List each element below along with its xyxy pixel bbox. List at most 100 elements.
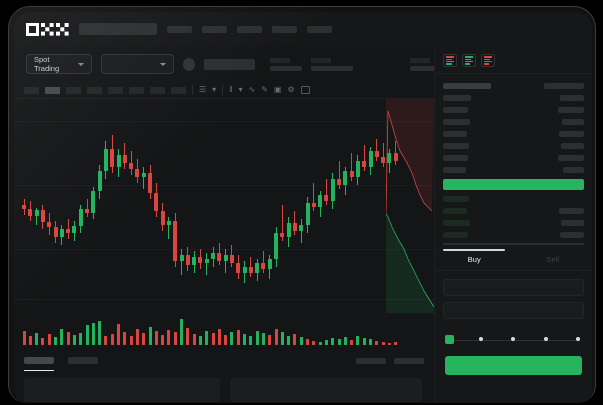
orderbook-size-cell [559,208,584,214]
stat-block-2 [310,57,353,71]
volume-bar [79,333,83,345]
nav-item-5[interactable] [307,25,332,33]
orderbook-price-cell [443,232,468,238]
slider-node-100[interactable] [576,337,580,341]
orderbook-row[interactable] [443,128,584,140]
tab-order-history[interactable] [68,357,98,364]
volume-bar [104,336,108,345]
orderbook-size-cell [563,167,584,173]
last-price-display [204,58,255,70]
nav-item-1[interactable] [167,25,192,33]
volume-bar [224,335,228,345]
orderbook-row[interactable] [443,104,584,116]
volume-bar [142,333,146,345]
orderbook-size-cell [559,131,584,137]
orderbook-row[interactable] [443,193,584,205]
timeframe-button-1[interactable] [24,86,39,94]
timeframe-button-5[interactable] [108,86,123,94]
indicator-menu-icon[interactable]: ☰ [199,85,207,94]
volume-bar [299,337,303,345]
camera-icon[interactable]: ▣ [273,85,282,94]
slider-handle[interactable] [445,335,454,344]
orders-action-1[interactable] [356,357,386,364]
chart-type-icon[interactable]: ‖ [229,85,233,94]
trading-pair-selector[interactable] [100,54,174,74]
chevron-down-icon[interactable]: ▾ [212,85,217,94]
amount-input[interactable] [443,302,584,319]
orderbook-layout-asks-icon[interactable] [481,54,495,67]
orderbook-row[interactable] [443,217,584,229]
timeframe-button-4[interactable] [87,86,102,94]
toolbar-divider [192,85,193,95]
orderbook-row[interactable] [443,205,584,217]
orderbook-bid-list [443,193,584,241]
volume-bar [28,336,32,345]
orderbook-price-cell [443,208,467,214]
timeframe-button-8[interactable] [171,86,186,94]
orders-card-2[interactable] [230,378,422,402]
volume-bar [186,328,190,345]
orderbook-price-cell [443,131,467,137]
nav-item-2[interactable] [202,25,227,33]
gridline [14,185,434,186]
settings-icon[interactable]: ⚙ [287,85,295,94]
nav-item-4[interactable] [272,25,297,33]
orderbook-row[interactable] [443,164,584,176]
volume-bar [110,334,114,345]
order-form-fields [435,271,592,327]
search-input[interactable] [79,23,157,35]
volume-bar [35,333,39,345]
orderbook-row[interactable] [443,140,584,152]
amount-percentage-slider[interactable] [445,335,582,347]
stat-value [409,65,442,71]
submit-buy-button[interactable] [445,356,582,375]
tab-sell[interactable]: Sell [546,255,559,264]
orderbook-row[interactable] [443,152,584,164]
volume-bar [192,334,196,345]
line-wave-icon[interactable]: ∿ [248,85,256,94]
orders-content [24,378,424,402]
orderbook-price-cell [443,220,470,226]
timeframe-button-3[interactable] [66,86,81,94]
orderbook-layout-bids-icon[interactable] [462,54,476,67]
pencil-icon[interactable]: ✎ [261,85,268,94]
volume-bar [91,323,95,345]
spot-trading-mode-selector[interactable]: Spot Trading [26,54,92,74]
gridline [14,121,434,122]
volume-bar [337,339,341,345]
orderbook-layout-both-icon[interactable] [443,54,457,67]
fullscreen-icon[interactable] [300,86,310,94]
slider-node-25[interactable] [478,337,483,341]
orders-card-1[interactable] [24,378,220,402]
orderbook-row[interactable] [443,229,584,241]
orderbook-row[interactable] [443,116,584,128]
timeframe-button-7[interactable] [150,86,165,94]
slider-node-50[interactable] [511,337,515,341]
orderbook-row[interactable] [443,92,584,104]
chevron-down-icon[interactable]: ▾ [238,85,243,94]
tab-open-orders[interactable] [24,357,54,372]
stat-value [310,65,353,71]
volume-bar [98,321,102,345]
coin-avatar [183,57,196,71]
volume-bar [243,334,246,345]
okx-logo-icon[interactable] [26,22,69,36]
orderbook-scrollbar[interactable] [443,243,584,245]
gridline [14,249,434,250]
volume-bar [387,343,391,345]
orders-panel [14,349,434,403]
slider-node-75[interactable] [543,337,548,341]
orderbook-size-cell [562,119,584,125]
tab-buy[interactable]: Buy [467,255,481,264]
volume-bar [180,319,183,345]
orderbook-rows[interactable] [435,74,592,241]
timeframe-button-2[interactable] [45,86,60,94]
orderbook-price-cell [443,107,468,113]
stat-label [310,57,331,63]
timeframe-button-6[interactable] [129,86,144,94]
price-input[interactable] [443,279,584,296]
nav-item-3[interactable] [237,25,262,33]
orders-action-2[interactable] [394,357,424,364]
orderbook-size-cell [561,143,584,149]
price-chart[interactable] [14,99,434,349]
